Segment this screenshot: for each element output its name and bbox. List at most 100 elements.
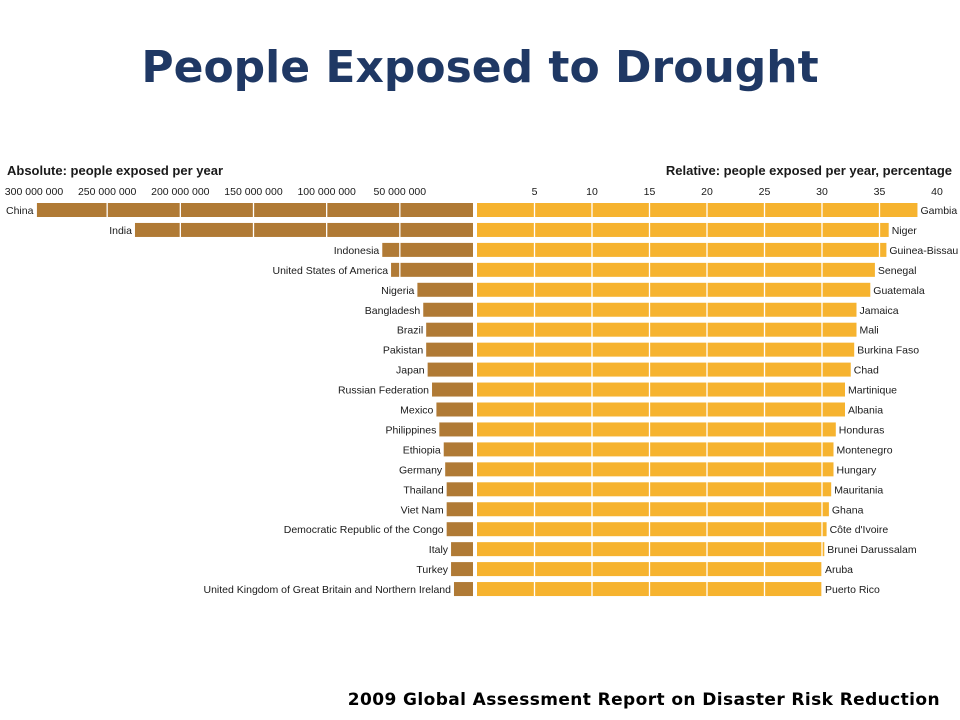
absolute-tick-label: 300 000 000 <box>5 186 64 198</box>
absolute-category-label: Thailand <box>403 484 443 496</box>
relative-bar <box>477 542 825 557</box>
absolute-bar <box>446 502 473 517</box>
absolute-category-label: Indonesia <box>334 245 380 257</box>
relative-category-label: Mali <box>860 325 879 337</box>
relative-bar <box>477 203 918 217</box>
absolute-category-label: United Kingdom of Great Britain and Nort… <box>204 584 452 596</box>
absolute-bar <box>36 203 473 217</box>
relative-bar <box>477 342 855 357</box>
relative-x-axis: 5 10 15 20 25 30 35 40 <box>532 186 943 198</box>
relative-category-label: Côte d'Ivoire <box>830 524 889 536</box>
absolute-x-axis: 300 000 000 250 000 000 200 000 000 150 000… <box>5 186 426 198</box>
absolute-category-label: Nigeria <box>381 285 414 297</box>
relative-category-label: Niger <box>892 225 918 237</box>
relative-gridlines <box>533 203 938 597</box>
absolute-bar <box>134 222 473 237</box>
relative-bar <box>477 222 889 237</box>
absolute-category-label: Japan <box>396 365 425 377</box>
relative-bar <box>477 282 871 297</box>
absolute-bar <box>432 382 473 397</box>
relative-category-label: Guinea-Bissau <box>889 245 958 257</box>
absolute-bar <box>439 422 473 437</box>
absolute-bar <box>451 562 473 577</box>
absolute-tick-label: 150 000 000 <box>224 186 283 198</box>
relative-category-label: Guatemala <box>873 285 925 297</box>
absolute-category-label: Philippines <box>386 424 437 436</box>
absolute-gridlines <box>33 203 401 597</box>
relative-category-label: Gambia <box>920 205 957 217</box>
absolute-bar <box>436 402 473 417</box>
absolute-category-label: Turkey <box>416 564 448 576</box>
relative-tick-label: 10 <box>586 186 598 198</box>
relative-bar <box>477 502 829 517</box>
relative-bar <box>477 422 836 437</box>
relative-tick-label: 5 <box>532 186 538 198</box>
relative-category-label: Puerto Rico <box>825 584 880 596</box>
absolute-panel-title: Absolute: people exposed per year <box>7 163 223 178</box>
relative-category-label: Burkina Faso <box>857 345 919 357</box>
absolute-category-label: Viet Nam <box>401 504 444 516</box>
absolute-bar <box>426 342 473 357</box>
absolute-bar <box>446 482 473 497</box>
relative-category-label: Hungary <box>837 464 877 476</box>
relative-bar <box>477 442 834 457</box>
absolute-category-label: Germany <box>399 464 443 476</box>
absolute-bar <box>451 542 473 557</box>
relative-category-label: Honduras <box>839 424 885 436</box>
relative-category-label: Chad <box>854 365 879 377</box>
relative-tick-label: 15 <box>644 186 656 198</box>
absolute-tick-label: 50 000 000 <box>374 186 427 198</box>
absolute-tick-label: 250 000 000 <box>78 186 137 198</box>
relative-category-label: Brunei Darussalam <box>827 544 917 556</box>
absolute-bars <box>36 203 473 597</box>
absolute-category-label: Mexico <box>400 405 433 417</box>
relative-bar <box>477 262 875 277</box>
relative-tick-label: 35 <box>874 186 886 198</box>
absolute-bar <box>446 522 473 537</box>
relative-bar <box>477 362 851 377</box>
absolute-category-label: Brazil <box>397 325 423 337</box>
relative-category-label: Ghana <box>832 504 864 516</box>
absolute-category-label: Pakistan <box>383 345 423 357</box>
absolute-category-label: China <box>6 205 34 217</box>
absolute-category-label: India <box>109 225 132 237</box>
relative-bar <box>477 402 845 417</box>
relative-category-label: Senegal <box>878 265 917 277</box>
absolute-category-label: Democratic Republic of the Congo <box>284 524 444 536</box>
absolute-bar <box>391 262 473 277</box>
absolute-bar <box>382 242 473 257</box>
absolute-tick-label: 200 000 000 <box>151 186 210 198</box>
relative-bar <box>477 522 827 537</box>
relative-tick-label: 40 <box>931 186 943 198</box>
relative-category-label: Albania <box>848 405 883 417</box>
absolute-bar <box>427 362 473 377</box>
relative-bars <box>477 203 918 597</box>
relative-tick-label: 25 <box>759 186 771 198</box>
absolute-bar <box>426 322 473 337</box>
absolute-bar <box>453 582 473 597</box>
absolute-category-label: Italy <box>429 544 449 556</box>
source-footer: 2009 Global Assessment Report on Disaste… <box>347 690 940 710</box>
relative-bar <box>477 242 887 257</box>
absolute-bar <box>423 302 473 317</box>
slide-title: People Exposed to Drought <box>141 42 819 93</box>
relative-category-label: Martinique <box>848 385 897 397</box>
relative-bar <box>477 482 832 497</box>
relative-tick-label: 20 <box>701 186 713 198</box>
absolute-bar <box>417 282 473 297</box>
absolute-category-label: Russian Federation <box>338 385 429 397</box>
relative-category-label: Mauritania <box>834 484 883 496</box>
relative-category-label: Jamaica <box>860 305 899 317</box>
absolute-category-labels: China India Indonesia United States of Amer… <box>6 205 451 596</box>
relative-category-label: Montenegro <box>837 444 893 456</box>
absolute-bar <box>445 462 473 477</box>
relative-category-label: Aruba <box>825 564 853 576</box>
relative-tick-label: 30 <box>816 186 828 198</box>
absolute-category-label: United States of America <box>272 265 388 277</box>
absolute-bar <box>443 442 473 457</box>
absolute-category-label: Ethiopia <box>403 444 441 456</box>
absolute-tick-label: 100 000 000 <box>297 186 356 198</box>
relative-bar <box>477 382 845 397</box>
